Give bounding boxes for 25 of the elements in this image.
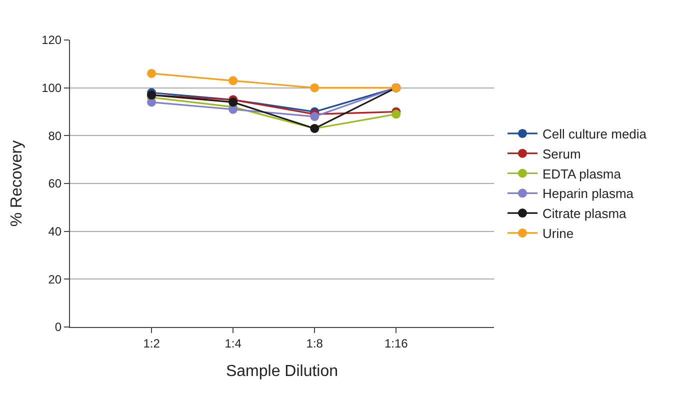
legend-label: Cell culture media: [542, 126, 648, 142]
legend-label: Heparin plasma: [542, 186, 634, 202]
point: [310, 112, 320, 122]
x-axis-title: Sample Dilution: [226, 363, 338, 380]
point: [228, 98, 238, 107]
y-tick-label: 40: [48, 224, 62, 239]
legend-label: Citrate plasma: [542, 206, 628, 222]
y-tick-label: 0: [54, 320, 62, 334]
point: [392, 110, 401, 119]
y-tick-label: 80: [48, 128, 62, 143]
x-tick-label: 1:4: [224, 336, 242, 350]
point: [228, 76, 238, 86]
y-tick-label: 20: [48, 272, 62, 286]
point: [147, 68, 156, 78]
y-tick-label: 120: [42, 33, 62, 48]
y-tick-label: 60: [48, 176, 62, 191]
legend-label: Serum: [542, 146, 581, 162]
x-tick-label: 1:8: [306, 336, 324, 350]
y-axis-title: % Recovery: [8, 140, 26, 227]
legend-label: Urine: [542, 226, 574, 242]
legend-label: EDTA plasma: [542, 166, 622, 182]
point: [310, 83, 320, 92]
x-tick-label: 1:16: [384, 336, 408, 350]
x-tick-label: 1:2: [143, 336, 160, 350]
y-tick-label: 100: [42, 81, 62, 96]
